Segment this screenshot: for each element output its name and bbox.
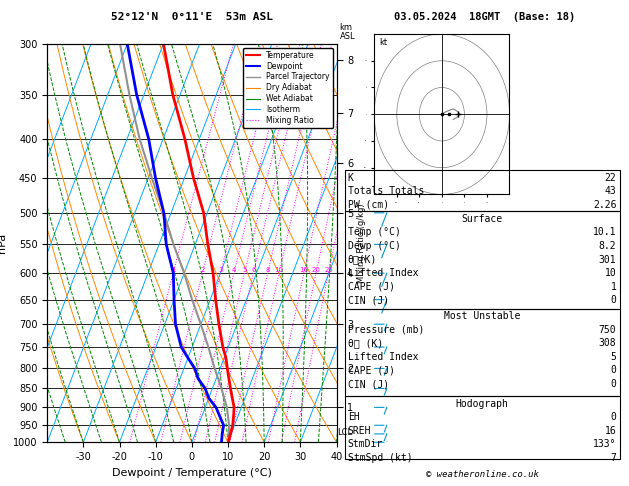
Text: 20: 20 <box>311 267 320 273</box>
Text: SREH: SREH <box>348 426 371 436</box>
Text: 4: 4 <box>231 267 236 273</box>
Text: 8: 8 <box>265 267 270 273</box>
Text: 43: 43 <box>604 186 616 196</box>
X-axis label: Dewpoint / Temperature (°C): Dewpoint / Temperature (°C) <box>112 468 272 478</box>
Text: θᴇ (K): θᴇ (K) <box>348 338 383 348</box>
Text: 8.2: 8.2 <box>599 241 616 251</box>
Text: 5: 5 <box>611 352 616 362</box>
Text: PW (cm): PW (cm) <box>348 200 389 210</box>
Text: kt: kt <box>379 38 387 47</box>
Text: θᴇ(K): θᴇ(K) <box>348 255 377 265</box>
Text: CIN (J): CIN (J) <box>348 295 389 306</box>
Text: Totals Totals: Totals Totals <box>348 186 424 196</box>
Text: K: K <box>348 173 353 183</box>
Text: 16: 16 <box>299 267 308 273</box>
Text: 1: 1 <box>611 282 616 292</box>
Text: Lifted Index: Lifted Index <box>348 352 418 362</box>
Text: 0: 0 <box>611 379 616 389</box>
Text: 5: 5 <box>242 267 247 273</box>
Text: 3: 3 <box>218 267 223 273</box>
Text: CAPE (J): CAPE (J) <box>348 282 395 292</box>
Text: 308: 308 <box>599 338 616 348</box>
Text: CAPE (J): CAPE (J) <box>348 365 395 376</box>
Text: 301: 301 <box>599 255 616 265</box>
Text: 133°: 133° <box>593 439 616 450</box>
Text: Lifted Index: Lifted Index <box>348 268 418 278</box>
Text: CIN (J): CIN (J) <box>348 379 389 389</box>
Text: 03.05.2024  18GMT  (Base: 18): 03.05.2024 18GMT (Base: 18) <box>394 12 575 22</box>
Text: Pressure (mb): Pressure (mb) <box>348 325 424 335</box>
Text: 16: 16 <box>604 426 616 436</box>
Text: 22: 22 <box>604 173 616 183</box>
Text: 2.26: 2.26 <box>593 200 616 210</box>
Text: 6: 6 <box>251 267 255 273</box>
Text: 25: 25 <box>324 267 333 273</box>
Legend: Temperature, Dewpoint, Parcel Trajectory, Dry Adiabat, Wet Adiabat, Isotherm, Mi: Temperature, Dewpoint, Parcel Trajectory… <box>243 48 333 128</box>
Text: 750: 750 <box>599 325 616 335</box>
Text: 52°12'N  0°11'E  53m ASL: 52°12'N 0°11'E 53m ASL <box>111 12 273 22</box>
Text: Surface: Surface <box>462 214 503 224</box>
Y-axis label: hPa: hPa <box>0 233 8 253</box>
Text: 1: 1 <box>171 267 175 273</box>
Text: © weatheronline.co.uk: © weatheronline.co.uk <box>426 469 538 479</box>
Text: Dewp (°C): Dewp (°C) <box>348 241 401 251</box>
Text: Most Unstable: Most Unstable <box>444 311 520 321</box>
Text: 0: 0 <box>611 365 616 376</box>
Text: 10: 10 <box>604 268 616 278</box>
Text: km
ASL: km ASL <box>340 23 355 41</box>
Text: Mixing Ratio (g/kg): Mixing Ratio (g/kg) <box>357 203 366 283</box>
Text: StmSpd (kt): StmSpd (kt) <box>348 453 413 463</box>
Text: 2: 2 <box>200 267 204 273</box>
Text: 7: 7 <box>611 453 616 463</box>
Text: 0: 0 <box>611 412 616 422</box>
Text: Hodograph: Hodograph <box>455 399 509 409</box>
Text: LCL: LCL <box>338 428 353 437</box>
Text: 0: 0 <box>611 295 616 306</box>
Text: 10: 10 <box>274 267 284 273</box>
Text: Temp (°C): Temp (°C) <box>348 227 401 238</box>
Text: 10.1: 10.1 <box>593 227 616 238</box>
Text: EH: EH <box>348 412 360 422</box>
Text: StmDir: StmDir <box>348 439 383 450</box>
